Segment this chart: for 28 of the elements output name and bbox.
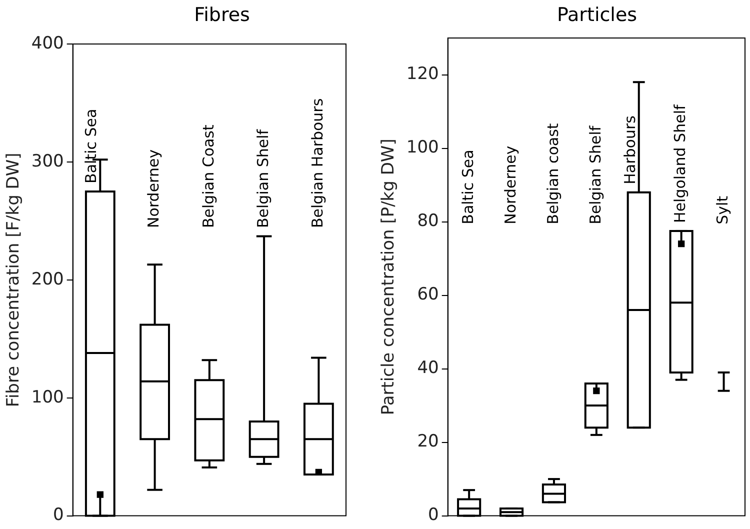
y-tick-label: 100 <box>31 387 64 408</box>
y-tick-label: 400 <box>31 33 64 54</box>
category-label: Belgian Harbours <box>308 98 327 228</box>
y-axis-title: Fibre concentration [F/kg DW] <box>4 152 24 408</box>
category-label: Belgian coast <box>544 123 562 224</box>
y-tick-label: 40 <box>417 358 439 378</box>
category-label: Baltic Sea <box>82 108 100 184</box>
chart-title: Particles <box>556 4 638 26</box>
category-label: Belgian Coast <box>199 124 218 228</box>
y-tick-label: 200 <box>31 269 64 290</box>
y-tick-label: 120 <box>406 64 439 84</box>
category-label: Norderney <box>501 146 520 224</box>
category-label: Belgian Shelf <box>254 129 272 228</box>
category-label: Norderney <box>144 149 163 228</box>
y-tick-label: 80 <box>417 211 439 232</box>
category-label: Baltic Sea <box>458 150 477 224</box>
y-tick-label: 0 <box>53 505 64 526</box>
category-label: Harbours <box>620 116 639 184</box>
y-tick-label: 0 <box>428 505 439 526</box>
category-label: Helgoland Shelf <box>671 104 690 223</box>
category-label: Sylt <box>714 196 732 224</box>
y-tick-label: 100 <box>406 138 439 158</box>
y-axis-title: Particle concentration [P/kg DW] <box>378 138 399 416</box>
y-tick-label: 20 <box>417 432 439 452</box>
category-label: Belgian Shelf <box>586 126 604 224</box>
chart-title: Fibres <box>193 4 251 26</box>
y-tick-label: 60 <box>417 284 439 305</box>
y-tick-label: 300 <box>31 151 64 172</box>
